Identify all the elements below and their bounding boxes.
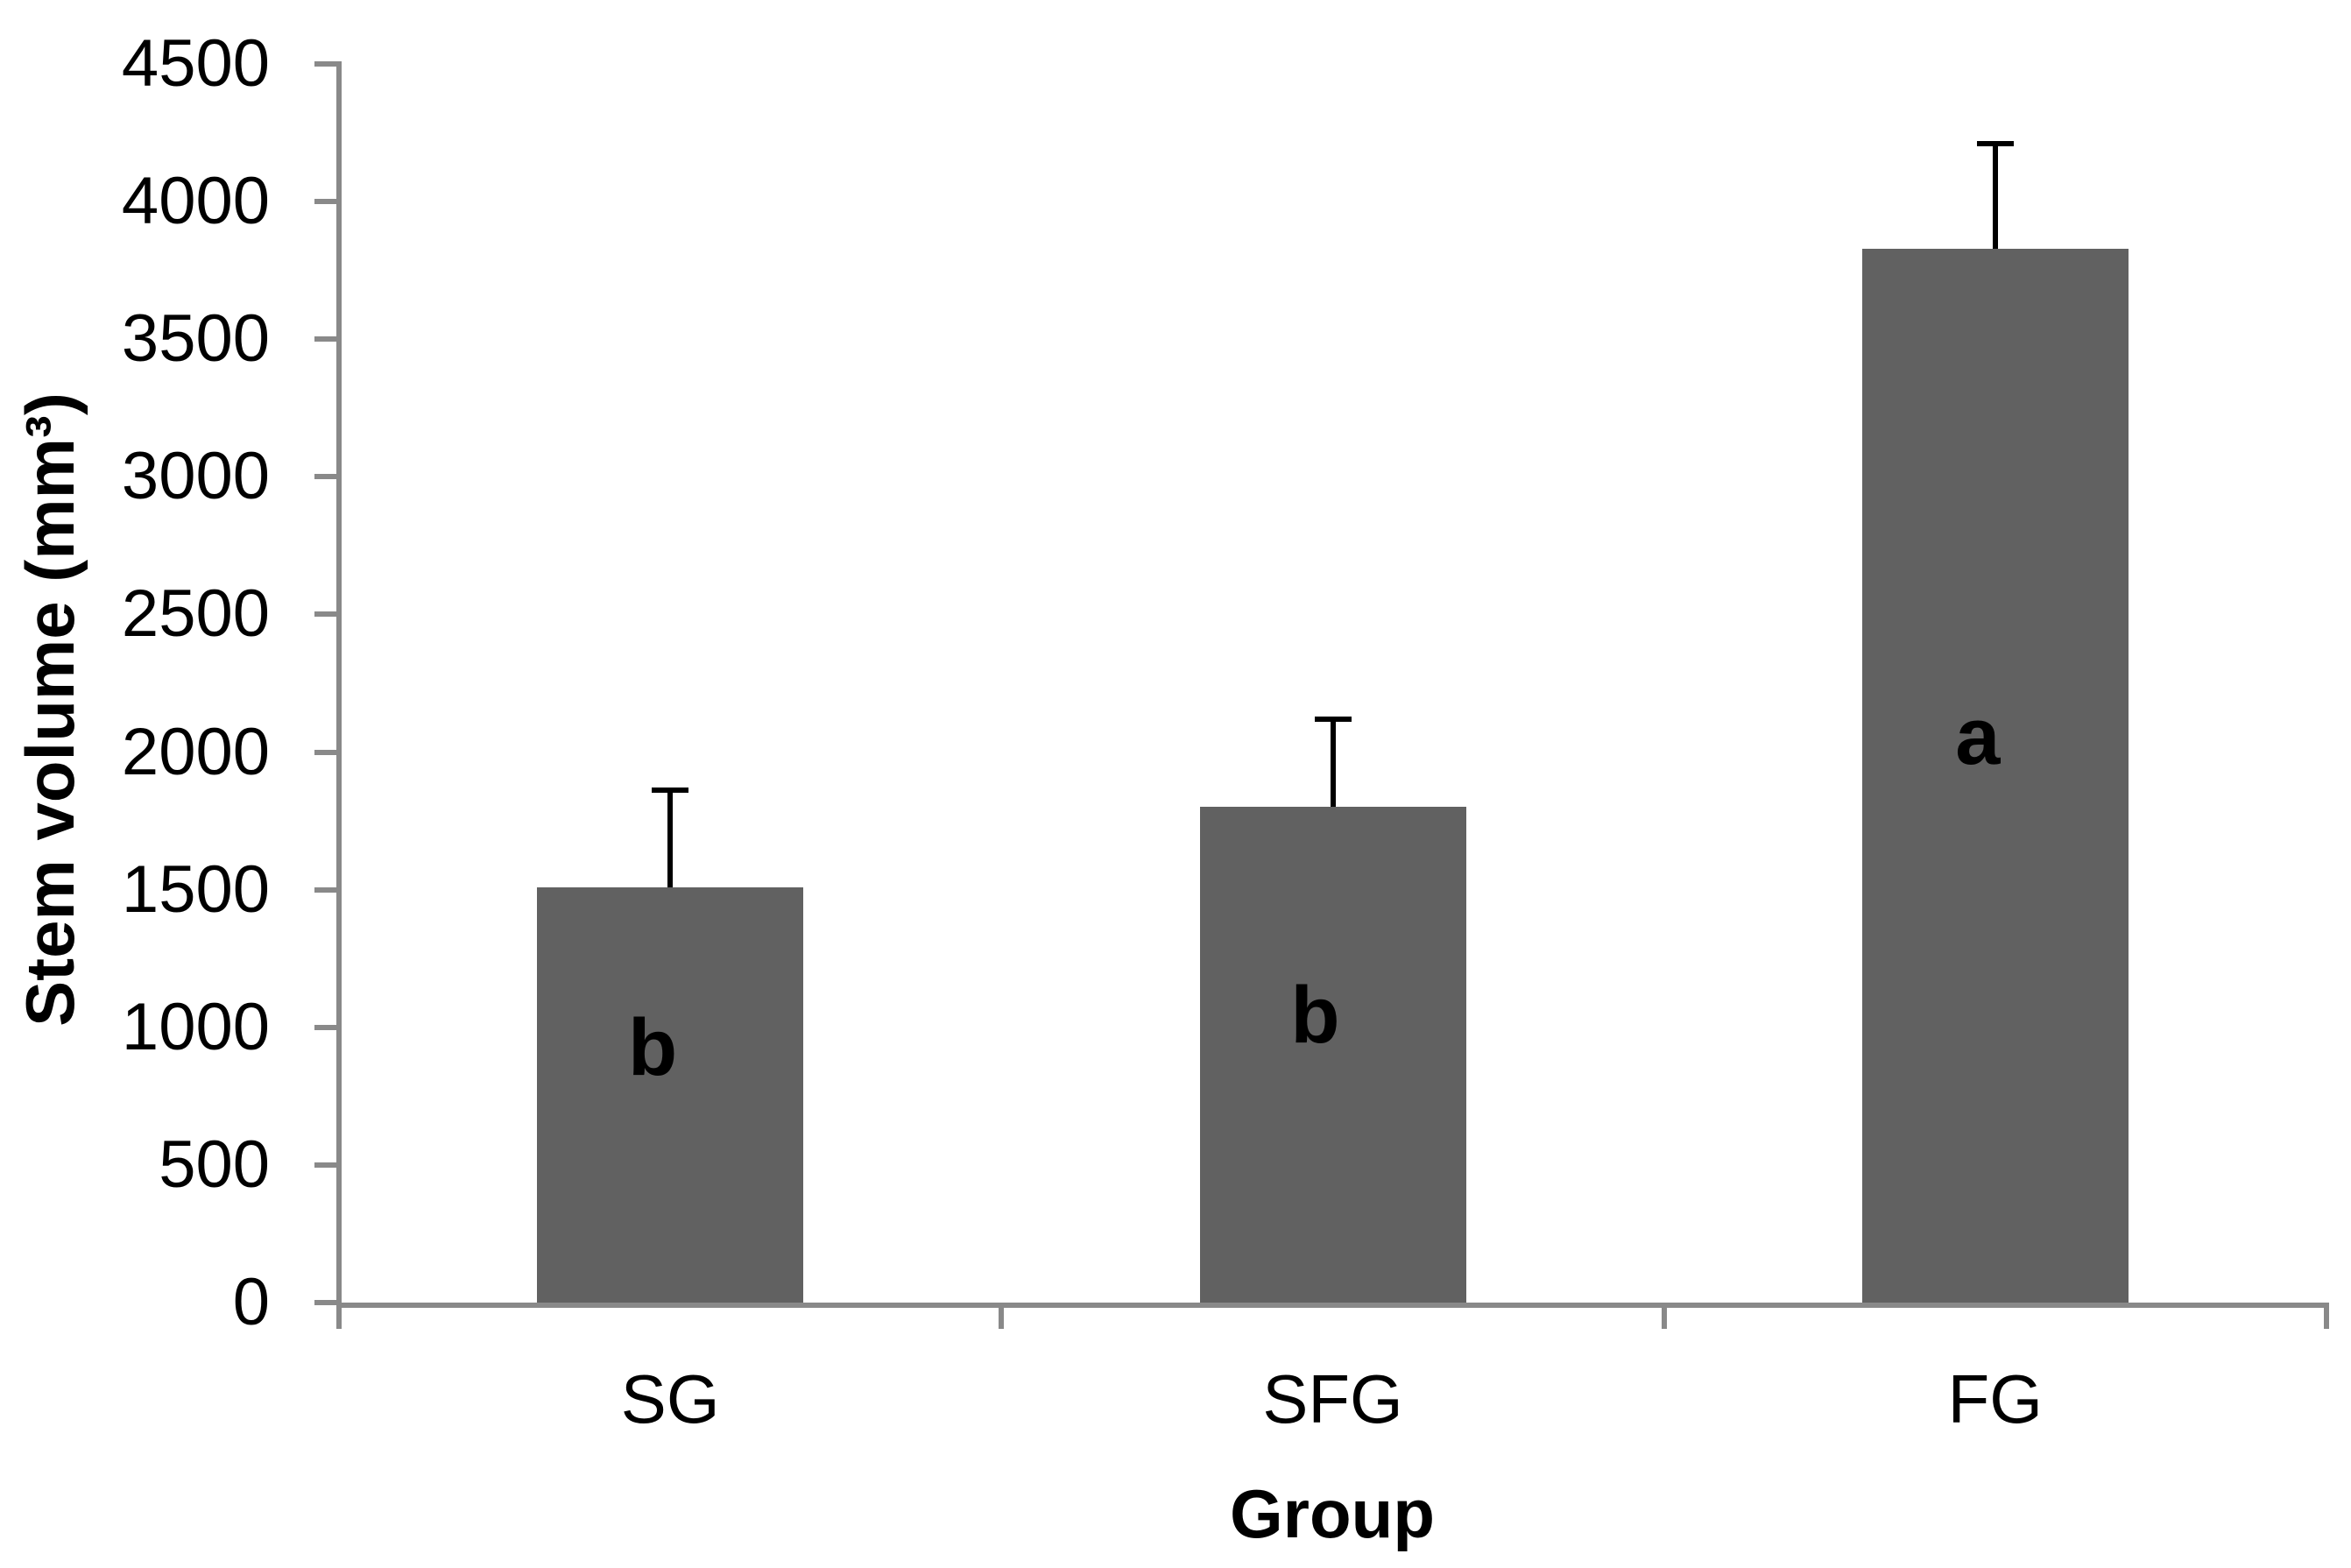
x-category-label: FG [1947, 1360, 2043, 1437]
y-tick-label: 1500 [121, 851, 270, 927]
x-tick [336, 1308, 342, 1329]
bar-letter: b [1290, 970, 1340, 1060]
bar [1199, 807, 1466, 1303]
y-tick [314, 61, 336, 67]
error-bar-cap [1314, 716, 1352, 722]
y-tick-label: 2000 [121, 714, 270, 789]
bar-letter: b [628, 1003, 678, 1093]
y-tick-label: 500 [159, 1127, 270, 1202]
error-bar-cap [1976, 140, 2014, 146]
y-tick-label: 1000 [121, 989, 270, 1064]
y-tick [314, 749, 336, 755]
y-tick-label: 3000 [121, 439, 270, 514]
x-category-label: SFG [1262, 1360, 1403, 1437]
error-bar-line [667, 788, 674, 887]
y-tick-label: 4500 [121, 26, 270, 101]
error-bar-cap [652, 788, 689, 794]
y-tick-label: 2500 [121, 576, 270, 652]
y-tick-label: 0 [232, 1265, 270, 1339]
x-axis-title: Group [1230, 1475, 1435, 1552]
bar-letter: a [1955, 692, 2001, 782]
x-tick [999, 1308, 1005, 1329]
y-tick-label: 4000 [121, 164, 270, 239]
error-bar-line [1330, 716, 1336, 808]
y-tick-label: 3500 [121, 301, 270, 377]
bar [537, 886, 804, 1303]
y-tick [314, 199, 336, 205]
y-tick [314, 611, 336, 618]
y-tick [314, 1024, 336, 1030]
x-tick [1661, 1308, 1667, 1329]
y-tick [314, 886, 336, 893]
x-axis-line [336, 1303, 2329, 1308]
bar [1861, 248, 2129, 1303]
y-tick [314, 1162, 336, 1168]
error-bar-line [1992, 140, 1998, 249]
x-category-label: SG [620, 1360, 720, 1437]
y-axis-title: Stem volume (mm³) [11, 392, 88, 1027]
y-tick [314, 336, 336, 343]
x-tick [2324, 1308, 2329, 1329]
y-axis-line [336, 61, 342, 1308]
y-tick [314, 1300, 336, 1305]
y-tick [314, 474, 336, 480]
